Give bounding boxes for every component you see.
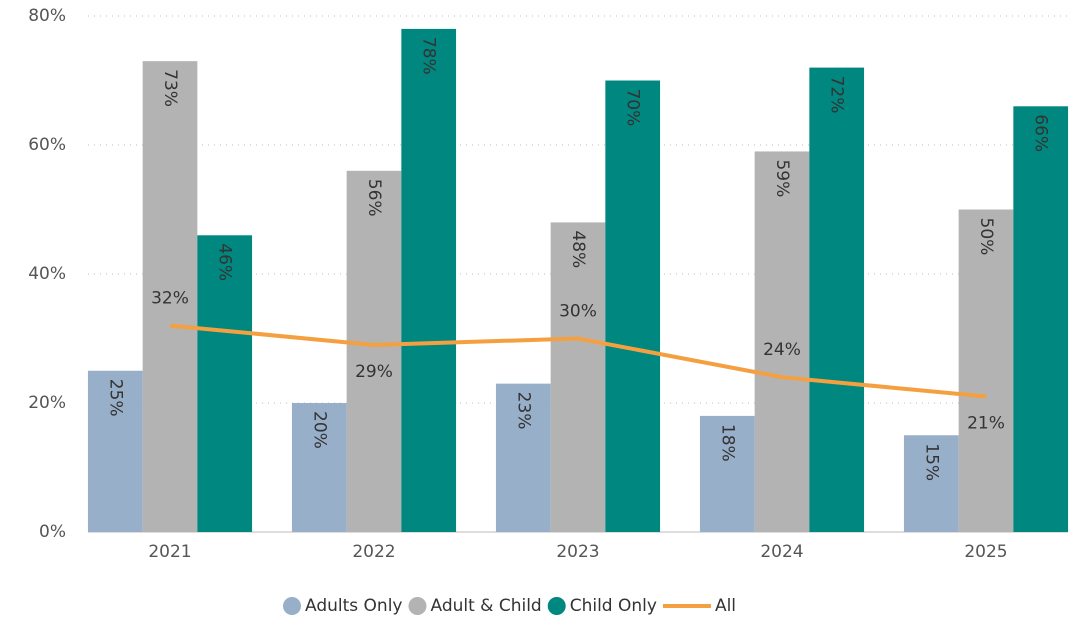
bar <box>197 235 253 533</box>
line-label: 21% <box>967 414 1005 434</box>
bar-label: 73% <box>160 69 180 107</box>
legend-label: All <box>715 596 736 616</box>
bar <box>605 80 661 532</box>
y-tick-label: 60% <box>28 135 66 155</box>
legend-label: Adults Only <box>305 596 402 616</box>
bar-label: 72% <box>827 76 847 114</box>
bar-label: 56% <box>364 179 384 217</box>
line-label: 32% <box>151 289 189 309</box>
bar-label: 50% <box>976 218 996 256</box>
bar <box>87 370 143 532</box>
y-tick-label: 80% <box>28 6 66 26</box>
y-tick-label: 40% <box>28 264 66 284</box>
x-tick-label: 2022 <box>352 542 395 562</box>
legend-swatch <box>408 597 427 615</box>
bar-label: 59% <box>772 159 792 197</box>
legend-swatch <box>283 597 301 615</box>
line <box>169 323 987 399</box>
bar <box>1013 106 1069 533</box>
bar <box>142 61 198 533</box>
bar-label: 25% <box>105 379 125 417</box>
bar <box>958 209 1014 532</box>
legend-swatch <box>547 597 566 615</box>
bar-label: 78% <box>419 37 439 75</box>
bar-label: 18% <box>717 424 737 462</box>
bar-label: 46% <box>215 243 235 281</box>
line-label: 30% <box>559 302 597 322</box>
bar <box>401 28 457 533</box>
bar <box>903 435 959 532</box>
bar <box>346 170 402 533</box>
x-tick-label: 2024 <box>760 542 803 562</box>
legend-label: Child Only <box>570 596 657 616</box>
bar <box>550 222 606 532</box>
x-tick-label: 2023 <box>556 542 599 562</box>
bar <box>754 151 810 532</box>
y-tick-label: 20% <box>28 393 66 413</box>
x-tick-label: 2021 <box>148 542 191 562</box>
line-label: 29% <box>355 362 393 382</box>
line-label: 24% <box>763 340 801 360</box>
bar-label: 23% <box>513 392 533 430</box>
bar-label: 20% <box>309 411 329 449</box>
bar-label: 48% <box>568 230 588 268</box>
bar <box>291 403 347 532</box>
bar <box>809 67 865 532</box>
bar-label: 70% <box>623 89 643 127</box>
bar <box>495 383 551 532</box>
legend-label: Adult & Child <box>430 596 541 616</box>
bar <box>699 415 755 532</box>
x-tick-label: 2025 <box>964 542 1007 562</box>
y-tick-label: 0% <box>39 522 66 542</box>
bar-label: 15% <box>921 443 941 481</box>
bar-label: 66% <box>1031 114 1051 152</box>
